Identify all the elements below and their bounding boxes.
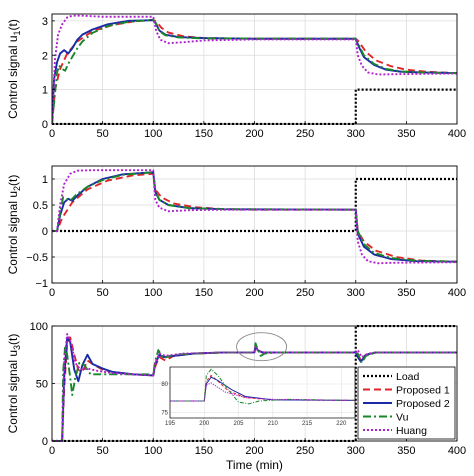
y-tick-label: 0.5 (33, 200, 48, 212)
series-line-huang (52, 169, 457, 265)
y-axis-label: Control signal u1(t) (6, 19, 22, 119)
x-tick-label: 200 (245, 128, 263, 140)
y-tick-label: 0 (42, 436, 48, 448)
inset-y-tick-label: 75 (161, 410, 168, 416)
x-tick-label: 100 (144, 287, 162, 299)
x-tick-label: 0 (49, 287, 55, 299)
x-tick-label: 300 (347, 445, 365, 457)
y-axis-label: Control signal u3(t) (6, 334, 22, 434)
x-tick-label: 250 (296, 128, 314, 140)
series-line-huang (52, 333, 457, 442)
x-tick-label: 300 (347, 128, 365, 140)
legend-box (357, 366, 456, 440)
legend-label-vu: Vu (396, 412, 409, 424)
x-tick-label: 350 (397, 445, 415, 457)
series-line-proposed-1 (52, 172, 457, 263)
y-tick-label: −0.5 (26, 252, 48, 264)
series-line-vu (52, 18, 457, 125)
inset-x-tick-label: 220 (336, 421, 347, 427)
x-tick-label: 350 (397, 287, 415, 299)
x-tick-label: 350 (397, 128, 415, 140)
inset-series-line (170, 368, 355, 405)
inset-frame (169, 366, 356, 419)
panel-u1: 0 50 100 150 200 250 300 350 400 0 1 2 3 Control sign… (6, 13, 466, 140)
panel-u3: 0 50 100 150 200 250 300 350 400 0 50 100 Control si… (6, 321, 466, 472)
x-tick-label: 100 (144, 445, 162, 457)
inset-series-line (170, 382, 355, 402)
x-axis-label: Time (min) (226, 458, 283, 472)
inset-x-tick-label: 210 (268, 421, 279, 427)
y-tick-label: 1 (42, 174, 48, 186)
x-tick-label: 100 (144, 128, 162, 140)
x-tick-label: 400 (448, 445, 466, 457)
inset-area (170, 367, 355, 418)
x-tick-label: 50 (97, 287, 109, 299)
panel-u2: 0 50 100 150 200 250 300 350 400 −1 −0.5 0 0.5 1 Contr… (6, 165, 466, 299)
zoom-region-marker (236, 332, 288, 362)
y-tick-label: 0 (42, 226, 48, 238)
x-tick-label: 150 (195, 287, 213, 299)
x-tick-label: 0 (49, 128, 55, 140)
y-tick-label: 1 (42, 85, 48, 97)
x-tick-label: 250 (296, 445, 314, 457)
x-tick-label: 50 (97, 445, 109, 457)
inset-x-tick-label: 195 (165, 421, 176, 427)
inset-x-tick-label: 205 (234, 421, 245, 427)
series-line-load (52, 177, 457, 233)
inset-x-tick-label: 200 (199, 421, 210, 427)
inset-x-tick-label: 215 (302, 421, 313, 427)
y-tick-label: 3 (42, 16, 48, 28)
y-axis-label: Control signal u2(t) (6, 175, 22, 275)
y-tick-label: 50 (36, 379, 48, 391)
x-tick-label: 400 (448, 128, 466, 140)
series-line-load (52, 88, 457, 125)
x-tick-label: 200 (245, 445, 263, 457)
legend-label-huang: Huang (396, 425, 427, 437)
y-tick-label: 100 (30, 321, 48, 333)
x-tick-label: 300 (347, 287, 365, 299)
legend-label-proposed-2: Proposed 2 (396, 398, 450, 410)
inset-y-tick-label: 80 (161, 382, 168, 388)
x-tick-label: 0 (49, 445, 55, 457)
y-tick-label: 2 (42, 50, 48, 62)
inset-zoom: 195 200 205 210 215 220 75 80 (161, 366, 356, 427)
x-tick-label: 150 (195, 445, 213, 457)
inset-series-line (170, 376, 355, 402)
x-tick-label: 200 (245, 287, 263, 299)
x-tick-label: 400 (448, 287, 466, 299)
x-tick-label: 250 (296, 287, 314, 299)
series-line-huang (52, 14, 457, 125)
legend-label-load: Load (396, 371, 420, 383)
x-tick-label: 50 (97, 128, 109, 140)
y-tick-label: 0 (42, 119, 48, 131)
x-tick-label: 150 (195, 128, 213, 140)
legend-label-proposed-1: Proposed 1 (396, 385, 450, 397)
y-tick-label: −1 (35, 278, 48, 290)
